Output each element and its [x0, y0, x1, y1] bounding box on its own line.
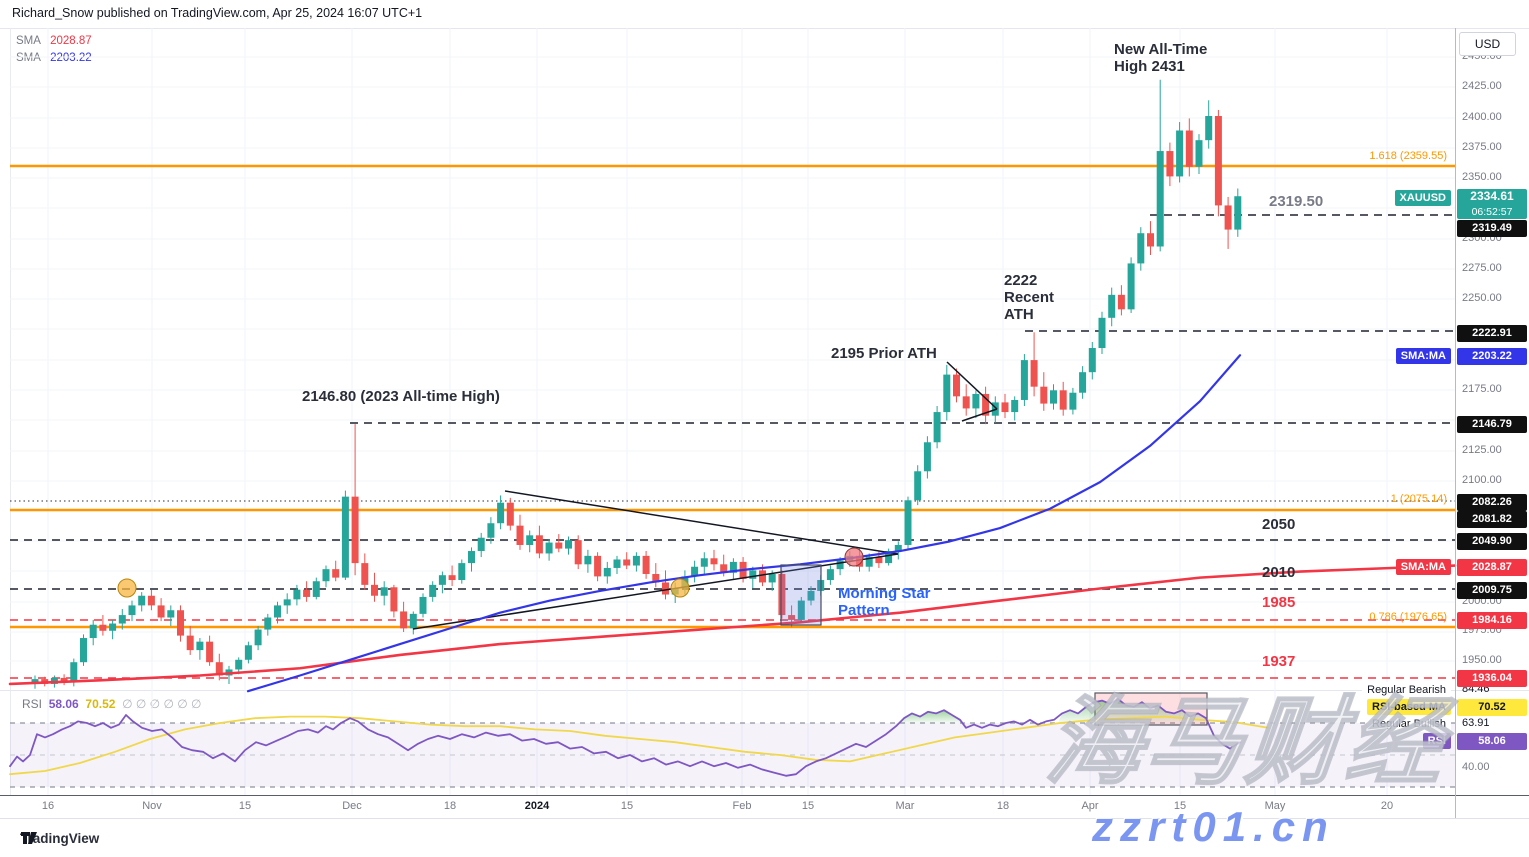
publish-info: Richard_Snow published on TradingView.co… [12, 6, 423, 20]
sma-slow-legend-row[interactable]: SMA 2203.22 [16, 50, 92, 67]
price-axis-border [1455, 28, 1456, 818]
sma-slow-value: 2203.22 [50, 52, 92, 64]
rsi-label: RSI [22, 697, 43, 711]
chart-left-border [10, 28, 11, 795]
sma-fast-legend-row[interactable]: SMA 2028.87 [16, 33, 92, 50]
rsi-empty-params: ∅ ∅ ∅ ∅ ∅ ∅ [122, 697, 202, 711]
currency-toggle-button[interactable]: USD [1459, 32, 1516, 56]
sma-fast-value: 2028.87 [50, 35, 92, 47]
indicator-legend[interactable]: SMA 2028.87 SMA 2203.22 [16, 33, 92, 67]
tradingview-logo[interactable]: TradingView [20, 831, 99, 846]
rsi-ma-value: 70.52 [85, 697, 116, 711]
header-divider [0, 28, 1529, 29]
time-axis-bottom-border [0, 818, 1529, 819]
time-axis-top-border [0, 795, 1529, 796]
tradingview-logo-text: TradingView [20, 831, 100, 846]
rsi-legend[interactable]: RSI 58.06 70.52 ∅ ∅ ∅ ∅ ∅ ∅ [22, 697, 201, 711]
tradingview-logo-icon [21, 832, 37, 844]
pane-divider[interactable] [0, 690, 1529, 691]
sma-fast-label: SMA [16, 35, 41, 47]
sma-slow-label: SMA [16, 52, 41, 64]
rsi-value: 58.06 [48, 697, 79, 711]
